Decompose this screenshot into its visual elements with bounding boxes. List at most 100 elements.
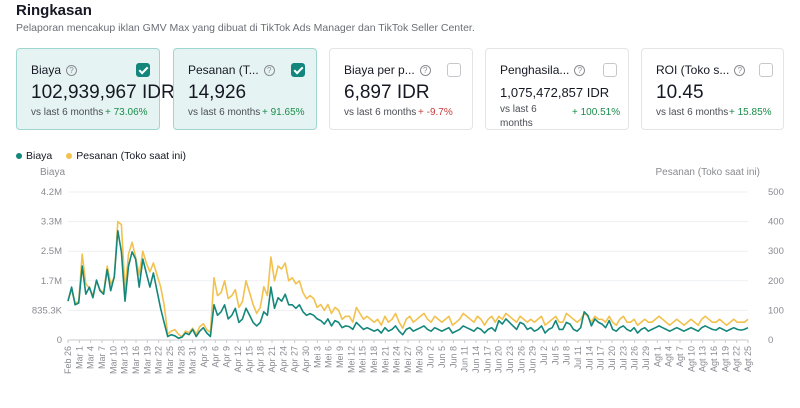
metric-checkbox[interactable] [291,63,305,77]
y-left-tick-label: 3.3M [41,217,62,228]
y-axis-left: 0 835.3K 1.7M 2.5M 3.3M 4.2M [32,187,63,346]
line-chart: Biaya Pesanan (Toko saat ini) 0 835.3K 1.7… [32,167,784,374]
x-tick-label: Mei 24 [392,346,402,373]
page-subtitle: Pelaporan mencakup iklan GMV Max yang di… [16,22,475,34]
x-tick-label: Jun 11 [460,346,470,372]
x-tick-label: Mei 12 [346,346,356,373]
metric-value: 102,939,967 IDR [31,82,175,103]
legend-dot-icon [16,153,22,159]
x-tick-label: Agt 10 [686,346,696,372]
metric-compare: vs last 6 months [31,107,104,118]
metric-label: ROI (Toko s... [656,63,730,77]
x-tick-label: Agt 16 [709,346,719,372]
x-tick-label: Apr 27 [290,346,300,373]
x-tick-label: Jun 17 [482,346,492,373]
x-axis: Feb 26 Mar 1 Mar 4 Mar 7 Mar 10 Mar 13 Mar 16 M… [63,340,753,374]
x-tick-label: Mar 4 [86,346,96,369]
metric-delta: + 91.65% [262,107,305,118]
x-tick-label: Jul 11 [573,346,583,369]
y-left-tick-label: 1.7M [41,276,62,287]
metric-card-roi[interactable]: ROI (Toko s...? 10.45 vs last 6 months +… [641,48,784,130]
x-tick-label: Mar 31 [188,346,198,374]
legend-label: Biaya [26,150,53,162]
x-tick-label: Feb 26 [63,346,73,374]
y-right-tick-label: 500 [768,187,784,198]
metric-label: Biaya [31,63,62,77]
metric-label: Penghasila... [500,63,570,77]
y-right-tick-label: 400 [768,217,784,228]
metric-compare: vs last 6 months [188,107,261,118]
metric-checkbox[interactable] [603,63,617,77]
x-tick-label: Mei 3 [312,346,322,368]
x-tick-label: Mar 16 [131,346,141,374]
x-tick-label: Mei 15 [358,346,368,373]
help-icon[interactable]: ? [419,64,431,76]
x-tick-label: Mar 19 [142,346,152,374]
metric-delta: + 15.85% [729,107,772,118]
x-tick-label: Mar 25 [165,346,175,374]
x-tick-label: Jul 20 [607,346,617,370]
x-tick-label: Apr 3 [199,346,209,368]
x-tick-label: Jun 5 [437,346,447,368]
legend-dot-icon [66,153,73,159]
x-tick-label: Jul 5 [550,346,560,365]
x-tick-label: Mar 7 [97,346,107,369]
metric-checkbox[interactable] [136,63,150,77]
page-title: Ringkasan [16,2,92,19]
metric-label: Pesanan (T... [188,63,259,77]
metric-label: Biaya per p... [344,63,415,77]
metric-value: 10.45 [656,82,704,103]
metric-delta: + -9.7% [418,107,453,118]
x-tick-label: Jun 20 [494,346,504,373]
x-tick-label: Jul 2 [539,346,549,365]
y-right-tick-label: 0 [768,335,773,346]
metric-card-biaya-per-pesanan[interactable]: Biaya per p...? 6,897 IDR vs last 6 mont… [329,48,473,130]
metric-compare: vs last 6 months [344,107,417,118]
y-left-tick-label: 2.5M [41,246,62,257]
metric-compare: vs last 6 months [500,104,537,129]
x-tick-label: Apr 9 [222,346,232,368]
x-tick-label: Mei 9 [335,346,345,368]
x-tick-label: Jun 26 [516,346,526,373]
help-icon[interactable]: ? [263,64,275,76]
x-tick-label: Agt 22 [732,346,742,372]
x-tick-label: Jul 8 [562,346,572,365]
metric-card-penghasilan[interactable]: Penghasila...? 1,075,472,857 IDR vs last… [485,48,629,130]
series-line-biaya [67,230,749,339]
metric-checkbox[interactable] [447,63,461,77]
x-tick-label: Jun 14 [471,346,481,373]
legend-item-biaya[interactable]: Biaya [16,150,52,162]
x-tick-label: Jul 17 [596,346,606,370]
x-tick-label: Mar 13 [120,346,130,374]
y-axis-right-title: Pesanan (Toko saat ini) [655,167,760,178]
x-tick-label: Agt 13 [698,346,708,372]
x-tick-label: Mei 18 [369,346,379,373]
metric-card-biaya[interactable]: Biaya? 102,939,967 IDR vs last 6 months … [16,48,175,130]
y-axis-right: 0 100 200 300 400 500 [768,187,784,346]
x-tick-label: Agt 25 [743,346,753,372]
x-tick-label: Apr 15 [244,346,254,373]
y-left-tick-label: 0 [57,335,62,346]
chart-legend: Biaya Pesanan (Toko saat ini) [16,150,186,162]
x-tick-label: Apr 30 [301,346,311,373]
y-right-tick-label: 300 [768,246,784,257]
metric-delta: + 100.51% [572,107,621,118]
metric-value: 14,926 [188,82,247,103]
x-tick-label: Jun 29 [528,346,538,373]
metric-value: 6,897 IDR [344,82,430,103]
help-icon[interactable]: ? [66,64,78,76]
metric-value: 1,075,472,857 IDR [500,85,610,100]
x-tick-label: Apr 6 [210,346,220,368]
x-tick-label: Jun 23 [505,346,515,373]
y-left-tick-label: 835.3K [32,305,63,316]
metric-card-pesanan[interactable]: Pesanan (T...? 14,926 vs last 6 months +… [173,48,317,130]
x-tick-label: Mei 21 [380,346,390,373]
x-tick-label: Mar 28 [176,346,186,374]
legend-item-pesanan[interactable]: Pesanan (Toko saat ini) [66,150,186,162]
metric-checkbox[interactable] [759,63,773,77]
y-axis-left-title: Biaya [40,167,65,178]
x-tick-label: Jun 8 [448,346,458,368]
x-tick-label: Jul 29 [641,346,651,370]
help-icon[interactable]: ? [574,64,586,76]
help-icon[interactable]: ? [734,64,746,76]
